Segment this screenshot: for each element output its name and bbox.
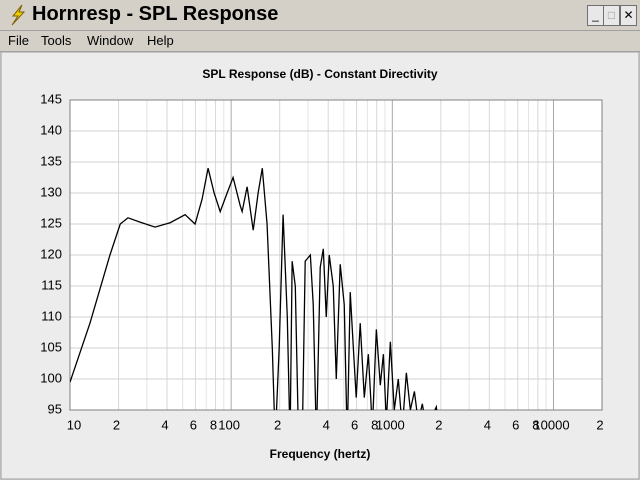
x-tick-label: 1000 <box>376 417 405 432</box>
x-tick-label: 100 <box>218 417 240 432</box>
x-tick-label: 4 <box>161 417 168 432</box>
x-tick-label: 2 <box>596 417 603 432</box>
y-tick-label: 115 <box>41 277 62 292</box>
x-tick-label: 10000 <box>533 417 569 432</box>
y-tick-label: 145 <box>40 91 62 106</box>
menu-item[interactable]: Tools <box>41 33 72 48</box>
x-axis-label: Frequency (hertz) <box>270 447 371 461</box>
title-bar: Hornresp - SPL Response _ □ ✕ <box>0 0 640 31</box>
menu-item[interactable]: File <box>8 33 29 48</box>
x-tick-label: 6 <box>190 417 197 432</box>
y-tick-label: 95 <box>48 401 62 416</box>
x-tick-label: 6 <box>351 417 358 432</box>
x-tick-label: 2 <box>113 417 120 432</box>
menu-item[interactable]: Window <box>87 33 134 48</box>
x-tick-label: 4 <box>323 417 330 432</box>
x-tick-label: 8 <box>210 417 217 432</box>
x-tick-label: 8 <box>371 417 378 432</box>
y-tick-label: 130 <box>40 184 62 199</box>
chart: SPL Response (dB) - Constant Directivity… <box>0 52 640 480</box>
y-tick-label: 140 <box>40 122 62 137</box>
x-tick-label: 8 <box>532 417 539 432</box>
y-tick-label: 110 <box>41 308 62 323</box>
spl-line <box>70 168 438 410</box>
x-tick-label: 2 <box>274 417 281 432</box>
x-tick-label: 4 <box>484 417 491 432</box>
y-tick-label: 125 <box>40 215 62 230</box>
close-button[interactable]: ✕ <box>620 5 637 26</box>
menu-bar: File Tools Window Help <box>0 31 640 52</box>
x-tick-label: 10 <box>67 417 81 432</box>
y-tick-label: 105 <box>40 339 62 354</box>
chart-title: SPL Response (dB) - Constant Directivity <box>202 67 437 81</box>
window-title: Hornresp - SPL Response <box>32 3 279 25</box>
x-tick-label: 6 <box>512 417 519 432</box>
menu-item[interactable]: Help <box>147 33 174 48</box>
plot-border <box>69 99 603 411</box>
maximize-button[interactable]: □ <box>603 5 620 26</box>
y-tick-label: 135 <box>40 153 62 168</box>
minimize-button[interactable]: _ <box>587 5 604 26</box>
app-icon <box>11 4 26 26</box>
y-tick-label: 120 <box>40 246 62 261</box>
x-tick-label: 2 <box>435 417 442 432</box>
y-tick-label: 100 <box>40 370 62 385</box>
